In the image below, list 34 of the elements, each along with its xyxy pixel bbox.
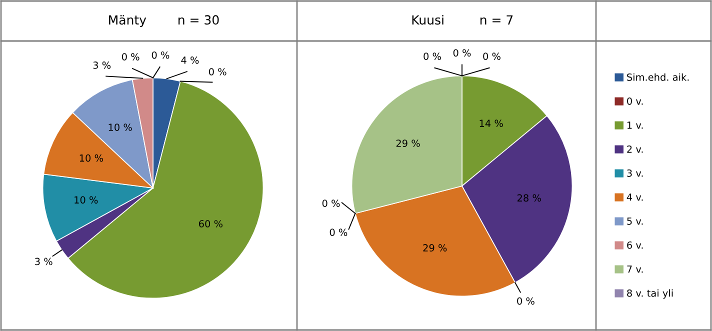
text: 0 % xyxy=(483,52,500,60)
legend-label: 7 v. xyxy=(627,266,643,273)
data-label: 3 % xyxy=(93,62,111,69)
legend-label: 5 v. xyxy=(627,218,643,225)
legend-label: 4 v. xyxy=(626,194,643,201)
text: 0 % xyxy=(208,68,226,76)
text: 0 % xyxy=(322,200,340,207)
legend-label: 1 v. xyxy=(627,122,643,129)
data-label: 14 % xyxy=(480,120,503,127)
chart-title: Mänty xyxy=(109,14,146,28)
chart-subtitle: n = 7 xyxy=(480,15,513,24)
legend-label: 3 v. xyxy=(627,169,643,177)
data-label: 60 % xyxy=(199,220,222,228)
data-label: 28 % xyxy=(517,194,541,202)
chart-title: Kuusi xyxy=(412,14,444,25)
text: 0 % xyxy=(517,297,534,305)
data-label: 4 % xyxy=(181,56,199,64)
data-label: 10 % xyxy=(74,196,98,204)
legend-label: 8 v. tai yli xyxy=(627,289,673,299)
text: 0 % xyxy=(152,51,170,59)
data-label: 10 % xyxy=(108,124,132,131)
legend-label: 0 v. xyxy=(627,97,643,105)
text: 0 % xyxy=(122,53,140,60)
chart-subtitle: n = 30 xyxy=(178,15,219,25)
data-label: 29 % xyxy=(396,140,420,147)
legend-label: 2 v. xyxy=(627,145,643,153)
text: 0 % xyxy=(330,228,348,236)
legend-label: Sim.ehd. aik. xyxy=(627,73,689,81)
legend-label: 6 v. xyxy=(627,241,643,249)
data-label: 3 % xyxy=(35,258,52,266)
text: 0 % xyxy=(453,49,471,57)
data-label: 29 % xyxy=(423,244,447,252)
data-label: 10 % xyxy=(80,154,103,162)
text: 0 % xyxy=(424,52,441,60)
